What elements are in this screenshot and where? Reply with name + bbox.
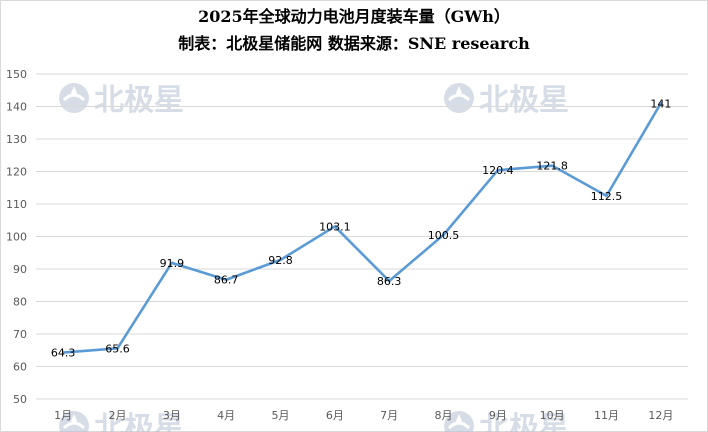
data-label: 86.3 [377,275,402,288]
data-label: 121.8 [536,160,568,173]
x-tick-label: 7月 [380,409,398,422]
data-label: 141 [650,97,671,110]
x-tick-label: 10月 [540,409,565,422]
y-tick-label: 90 [13,263,27,276]
y-tick-label: 100 [6,231,27,244]
gridlines [36,73,688,400]
data-label: 120.4 [482,164,514,177]
x-tick-label: 8月 [435,409,453,422]
y-tick-label: 50 [13,393,27,406]
watermark-text: 北极星 [479,83,569,118]
x-tick-label: 11月 [594,409,619,422]
y-tick-label: 110 [6,198,27,211]
polaris-logo-icon [444,83,474,113]
y-tick-label: 120 [6,166,27,179]
y-tick-label: 70 [13,328,27,341]
x-tick-label: 3月 [163,409,181,422]
chart-subtitle: 制表：北极星储能网 数据来源：SNE research [178,34,530,53]
x-tick-label: 6月 [326,409,344,422]
x-tick-label: 2月 [109,409,127,422]
x-tick-label: 12月 [648,409,673,422]
chart-title: 2025年全球动力电池月度装车量（GWh） [198,7,510,26]
polaris-logo-icon [444,411,474,432]
y-tick-label: 80 [13,296,27,309]
data-labels: 64.3 65.6 91.9 86.7 92.8 103.1 86.3 100.5 120.4 1… [51,97,671,359]
data-label: 65.6 [105,342,130,355]
x-tick-label: 4月 [217,409,235,422]
data-label: 92.8 [268,254,293,267]
watermark: 北极星 [59,411,184,432]
watermark-text: 北极星 [94,83,184,118]
x-tick-label: 1月 [54,409,72,422]
x-tick-label: 9月 [489,409,507,422]
x-axis-ticks: 1月 2月 3月 4月 5月 6月 7月 8月 9月 10月 11月 12月 [54,409,673,422]
data-label: 86.7 [214,274,239,287]
watermark-text: 北极星 [479,411,569,432]
data-label: 103.1 [319,220,351,233]
watermark: 北极星 [59,83,184,118]
polaris-logo-icon [59,411,89,432]
series-line [61,101,663,354]
watermark: 北极星 [444,411,569,432]
y-axis-ticks: 50 60 70 80 90 100 110 120 130 140 150 [6,68,27,406]
data-label: 112.5 [591,190,623,203]
data-label: 100.5 [428,229,460,242]
series-layer [61,101,663,354]
y-tick-label: 140 [6,101,27,114]
data-label: 91.9 [160,257,185,270]
x-tick-label: 5月 [272,409,290,422]
watermark: 北极星 [444,83,569,118]
y-tick-label: 130 [6,133,27,146]
polaris-logo-icon [59,83,89,113]
y-tick-label: 60 [13,361,27,374]
y-tick-label: 150 [6,68,27,81]
data-label: 64.3 [51,347,76,360]
watermark-text: 北极星 [94,411,184,432]
